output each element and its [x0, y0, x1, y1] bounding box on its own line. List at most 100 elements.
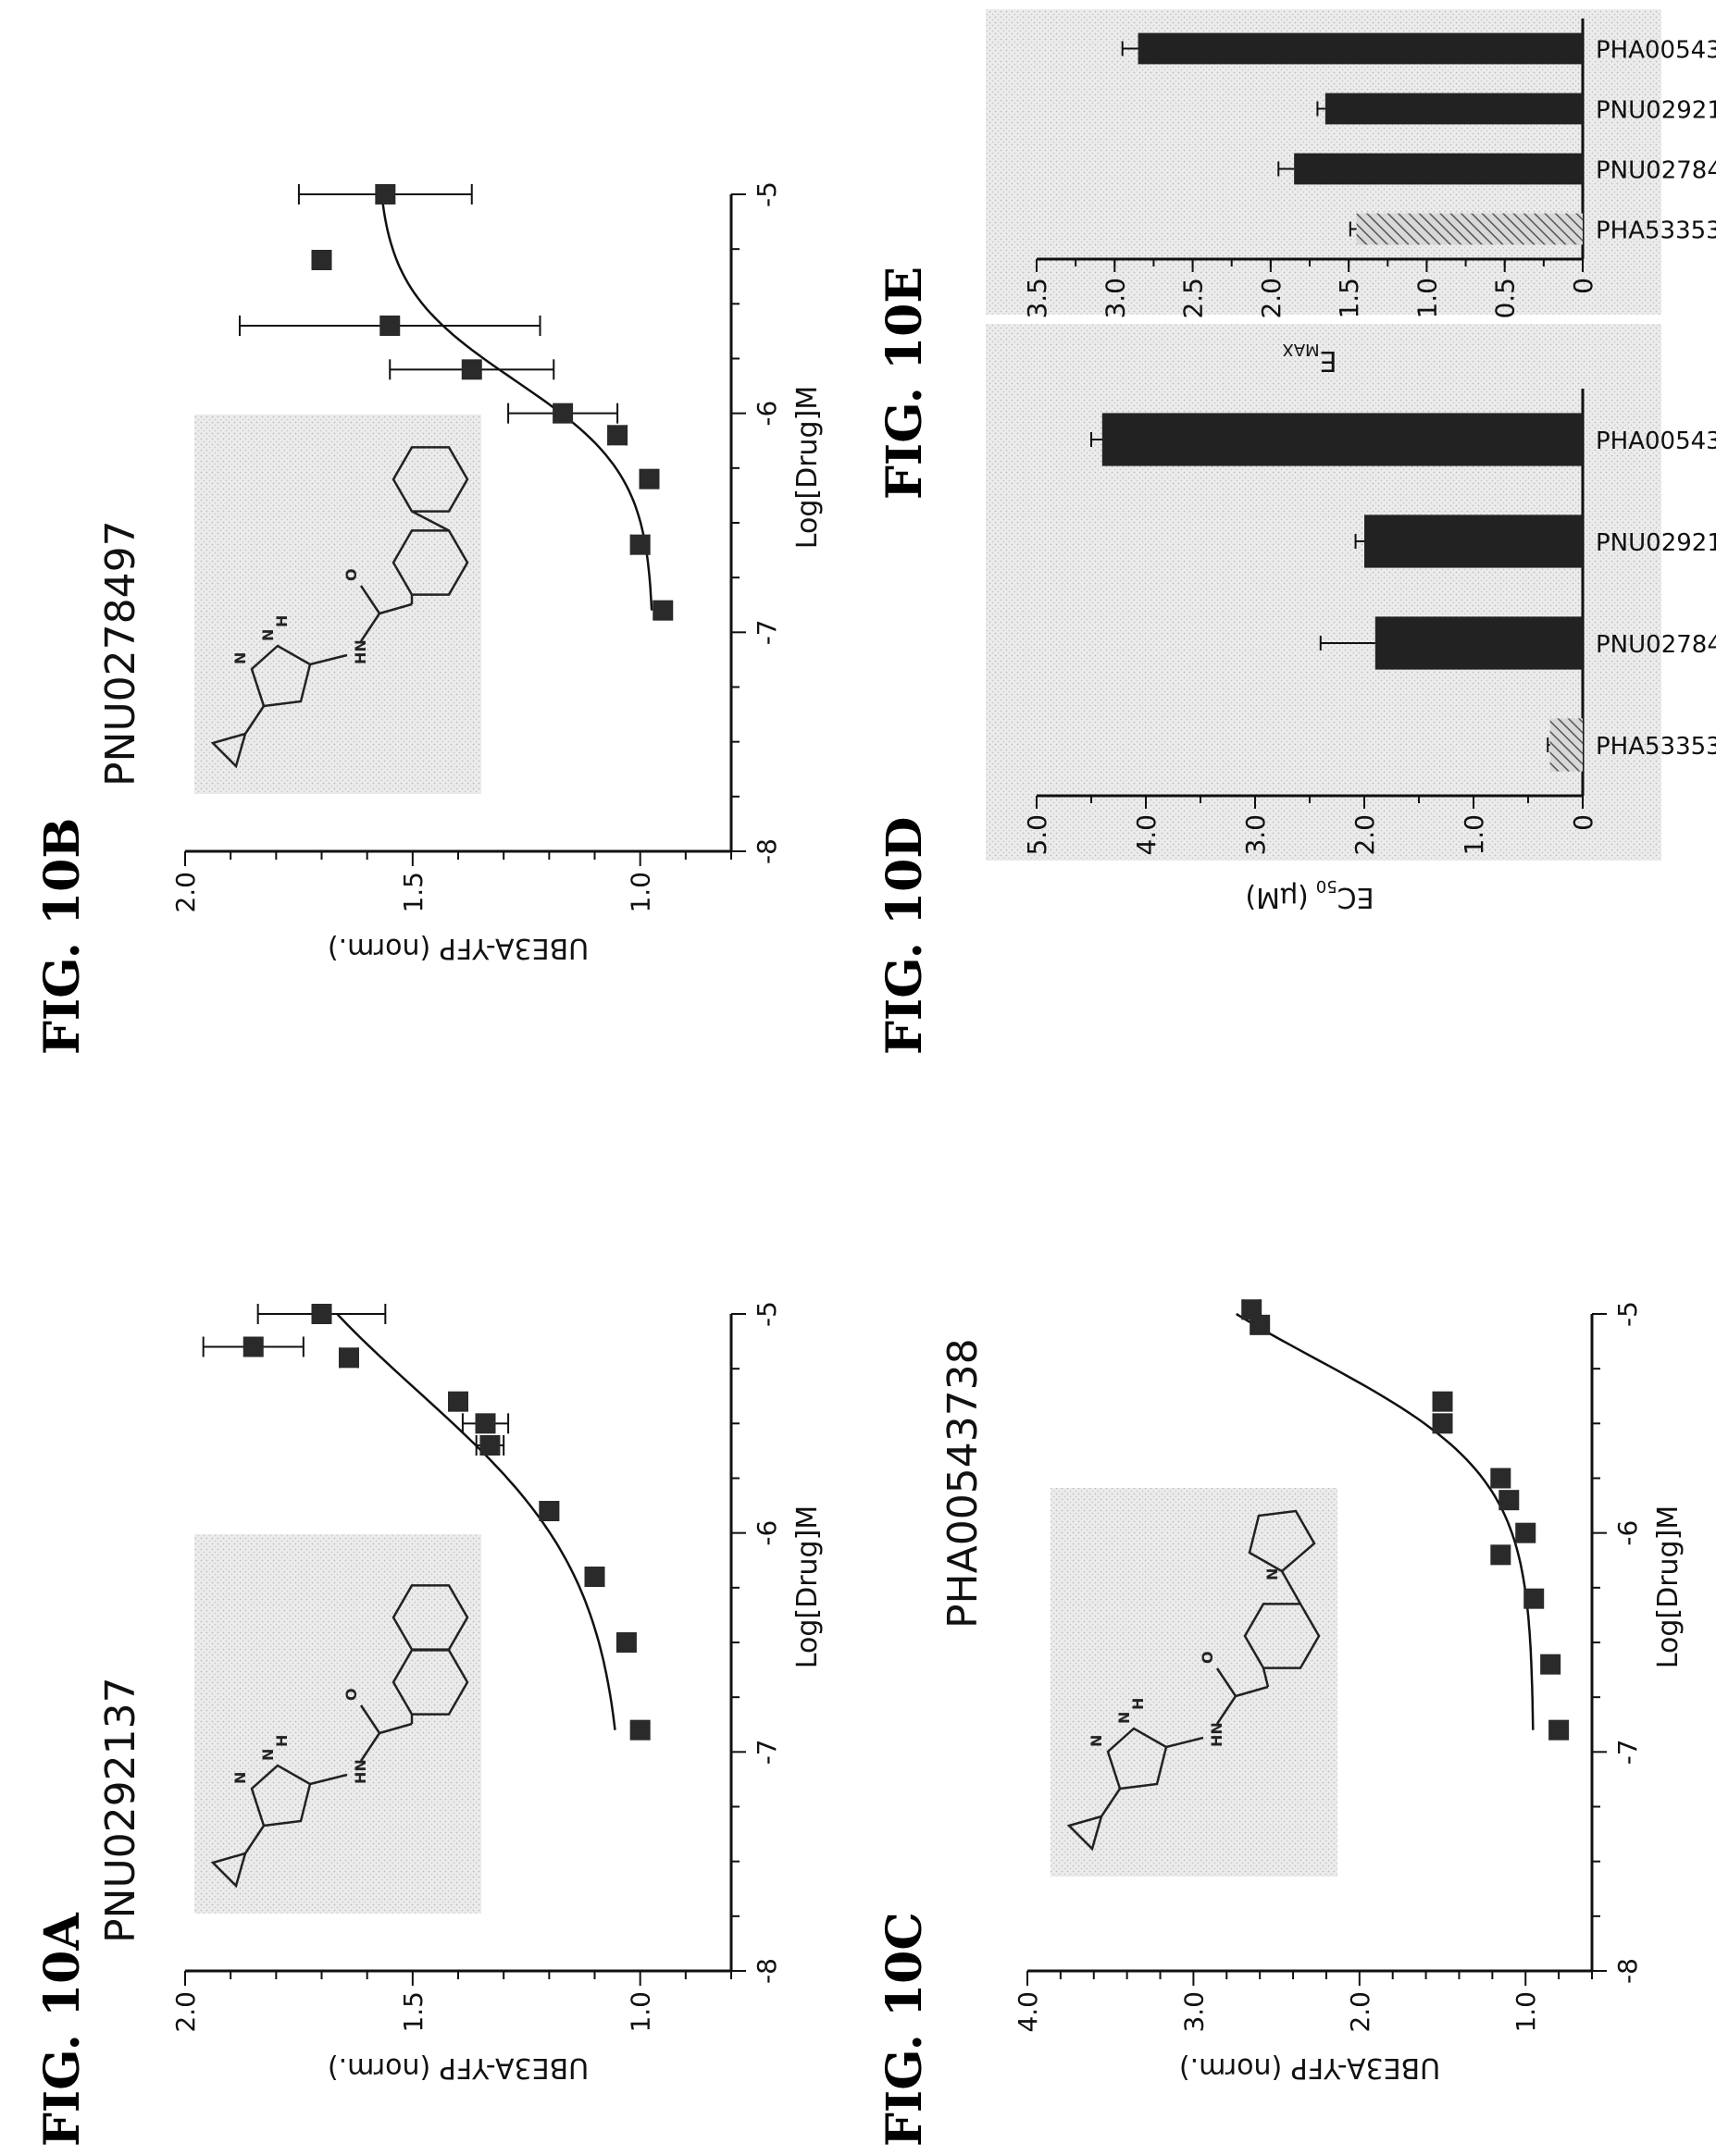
chart-panel-bg	[986, 324, 1661, 861]
data-point	[616, 1632, 637, 1653]
bond	[359, 613, 381, 642]
data-point	[311, 1304, 332, 1324]
bond	[359, 1704, 381, 1734]
data-point	[339, 1347, 359, 1369]
y-tick-label: 3.5	[1022, 278, 1052, 319]
bond	[1262, 1667, 1270, 1688]
y-tick-label: 3.0	[1240, 814, 1271, 856]
cyclopropyl-ring	[210, 732, 247, 769]
y-tick-label: 2.0	[170, 1991, 201, 2033]
category-label: PHA533533	[1596, 217, 1716, 245]
data-point	[1548, 1719, 1570, 1741]
fig-label-10d: FIG. 10D	[877, 817, 933, 1055]
y-tick-label: 4.0	[1013, 1991, 1043, 2033]
y-axis-label: UBE3A-YFP (norm.)	[328, 932, 589, 964]
y-tick-label: 0	[1568, 278, 1598, 294]
y-axis-label-unit: (µM)	[1245, 881, 1308, 913]
chart-10e: 0 0.5 1.0 1.5 2.0 2.5 3.0 3.5 EMAX PHA533533 PNU02…	[986, 9, 1716, 377]
x-tick-label: -5	[752, 181, 782, 207]
y-tick-label: 3.0	[1100, 278, 1130, 319]
fig-label-10e: FIG. 10E	[877, 266, 933, 500]
structure-inset-bg	[1051, 1488, 1337, 1877]
x-tick-label: -7	[752, 619, 782, 645]
chart-10c: NNHHNON1.02.03.04.0-8-7-6-5Log[Drug]MUBE…	[1013, 1299, 1685, 2084]
y-axis-label-sub: MAX	[1282, 340, 1319, 359]
atom-label: HN	[1208, 1722, 1225, 1747]
x-tick-label: -6	[752, 401, 782, 427]
bond	[1235, 1685, 1269, 1698]
atom-label: N	[1115, 1712, 1133, 1724]
fig-label-10a: FIG. 10A	[34, 1913, 91, 2147]
data-point	[375, 184, 396, 204]
bond	[379, 1722, 413, 1735]
bar-pha00543738	[1138, 32, 1583, 65]
y-axis-label-main: EC	[1337, 881, 1374, 913]
bond	[309, 1773, 348, 1786]
aromatic-ring	[392, 1584, 469, 1651]
data-point	[553, 403, 574, 424]
y-axis-label-main: E	[1320, 344, 1337, 377]
x-tick-label: -6	[752, 1520, 782, 1546]
x-tick-label: -5	[1612, 1301, 1643, 1327]
bond	[359, 585, 381, 614]
y-tick-label: 1.0	[1411, 278, 1442, 319]
chart-10b: NNHHNO1.01.52.0-8-7-6-5Log[Drug]MUBE3A-Y…	[170, 181, 824, 964]
x-tick-label: -6	[1612, 1520, 1643, 1546]
y-axis-label: UBE3A-YFP (norm.)	[1179, 2051, 1440, 2084]
fit-curve	[336, 1313, 616, 1730]
atom-label: HN	[352, 1759, 369, 1784]
x-axis-label: Log[Drug]M	[791, 386, 824, 549]
data-point	[242, 1336, 264, 1357]
bond	[243, 1825, 266, 1854]
fig-label-10c: FIG. 10C	[877, 1912, 933, 2147]
atom-label: H	[273, 1735, 291, 1747]
y-tick-label: 0.5	[1490, 278, 1521, 319]
chart-10d: 0 1.0 2.0 3.0 4.0 5.0 EC50 (µM) PHA533533 PNU0278…	[986, 324, 1716, 913]
pyrrolidine-ring	[1248, 1509, 1316, 1573]
data-point	[1432, 1413, 1453, 1434]
y-axis-label: EMAX	[1282, 340, 1337, 377]
y-axis-label: UBE3A-YFP (norm.)	[328, 2051, 589, 2084]
pyrazole-ring	[250, 644, 312, 708]
category-label: PNU0278497	[1596, 631, 1716, 659]
y-tick-label: 0	[1568, 814, 1598, 831]
atom-label: N	[231, 652, 249, 664]
data-point	[1515, 1522, 1536, 1543]
data-point	[1250, 1314, 1271, 1335]
fig-label-10b: FIG. 10B	[34, 818, 91, 1055]
data-point	[584, 1567, 605, 1587]
structure-inset-bg	[194, 1534, 481, 1914]
bar-pha533533	[1549, 718, 1583, 772]
atom-label: N	[1263, 1568, 1281, 1580]
bond	[411, 510, 450, 532]
data-point	[479, 1435, 501, 1456]
x-tick-label: -5	[752, 1301, 782, 1327]
y-tick-label: 2.5	[1178, 278, 1209, 319]
data-point	[1432, 1391, 1453, 1412]
data-point	[629, 1719, 651, 1741]
data-point	[1490, 1544, 1511, 1566]
bond	[243, 705, 266, 735]
y-axis-label: EC50 (µM)	[1245, 876, 1374, 913]
bond	[1215, 1667, 1237, 1697]
bar-pnu0278497	[1374, 616, 1584, 670]
y-tick-label: 1.0	[626, 872, 656, 913]
bond	[1280, 1570, 1302, 1605]
data-point	[639, 468, 660, 489]
category-label: PHA00543738	[1596, 37, 1716, 65]
y-tick-label: 1.5	[398, 872, 429, 913]
data-point	[1523, 1588, 1545, 1609]
pyrazole-ring	[250, 1764, 312, 1828]
atom-label: H	[273, 615, 291, 627]
data-point	[653, 600, 674, 621]
fit-curve	[1236, 1312, 1535, 1730]
y-tick-label: 2.0	[1349, 814, 1380, 856]
x-tick-label: -7	[752, 1739, 782, 1765]
atom-label: N	[1088, 1735, 1105, 1747]
y-axis-label-sub: 50	[1316, 876, 1337, 896]
x-tick-label: -8	[752, 838, 782, 864]
